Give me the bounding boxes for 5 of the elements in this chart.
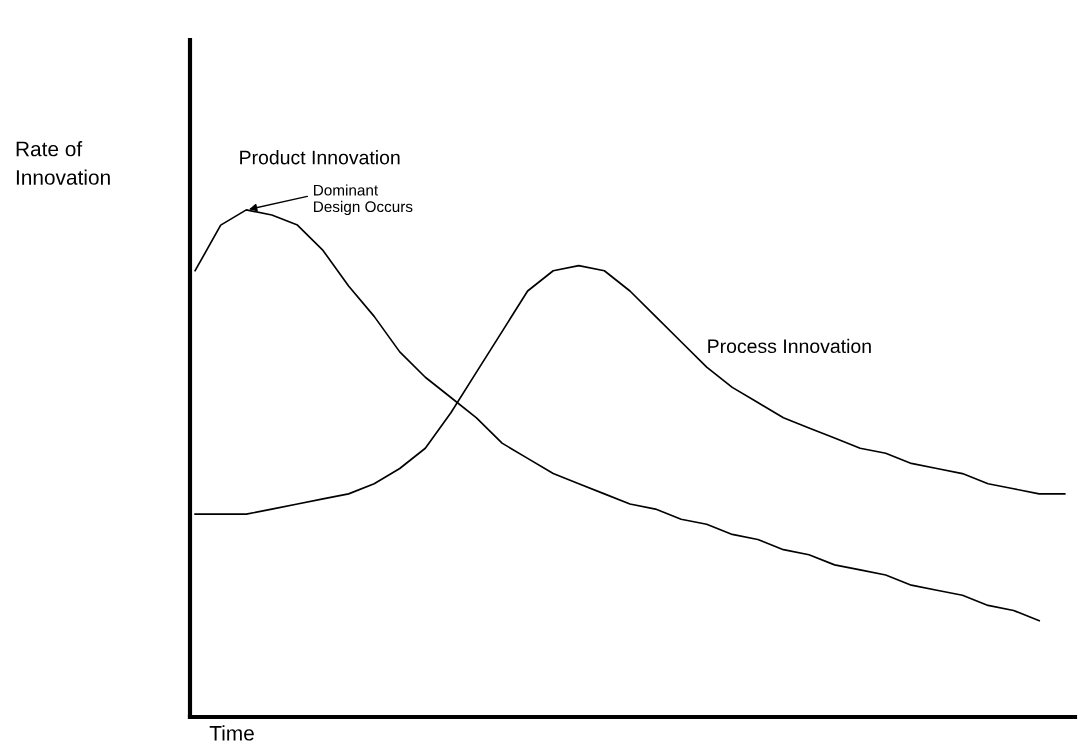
annotation: Dominant Design Occurs bbox=[314, 184, 413, 216]
series-label: Process Innovation bbox=[708, 338, 871, 354]
text: Product Innovation bbox=[240, 150, 400, 165]
x-axis-title: Time bbox=[209, 725, 254, 741]
y-axis-title: Rate of Innovation bbox=[16, 141, 110, 185]
